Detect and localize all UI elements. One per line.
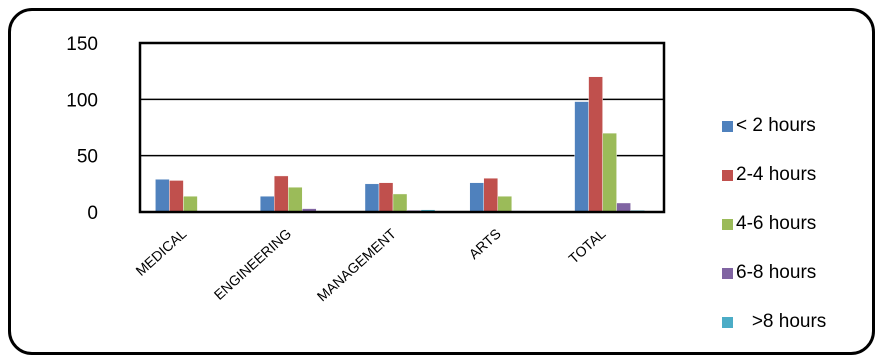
bar [616,202,631,213]
legend-label: 6-8 hours [736,262,817,283]
bar [392,193,408,213]
x-tick-label: MEDICAL [132,225,189,279]
x-tick-label: ENGINEERING [211,225,295,302]
y-tick-labels: 0 50 100 150 [66,34,98,224]
y-tick-label: 50 [77,147,98,168]
x-tick-label: TOTAL [565,225,608,266]
legend-swatch [722,121,733,132]
legend-label: 4-6 hours [736,213,817,234]
legend-swatch [722,219,733,230]
legend-swatch [722,268,733,279]
bar [155,179,170,213]
bar [288,187,303,213]
legend-item: 6-8 hours [722,260,872,309]
x-tick-label: ARTS [466,225,504,262]
legend-item: 2-4 hours [722,162,872,211]
legend-label: 2-4 hours [736,164,817,185]
bar [497,196,512,213]
y-tick-label: 150 [66,34,98,55]
bar [588,76,603,213]
legend-item: 4-6 hours [722,211,872,260]
x-tick-label: MANAGEMENT [314,225,400,304]
legend-item: < 2 hours [722,113,872,162]
x-tick-labels: MEDICAL ENGINEERING MANAGEMENT ARTS TOTAL [132,225,608,304]
bar [574,101,589,213]
bar [183,196,198,213]
y-tick-label: 100 [66,90,98,111]
bar [364,183,380,213]
axes [138,41,666,214]
legend-swatch [722,317,733,328]
bar [260,196,275,213]
legend-label: >8 hours [736,311,827,332]
legend-item: >8 hours [722,309,872,358]
legend: < 2 hours 2-4 hours 4-6 hours 6-8 hours >8 … [722,113,872,358]
bar [378,182,394,213]
bar [469,182,484,213]
y-tick-label: 0 [87,203,98,224]
legend-swatch [722,170,733,181]
bar [602,132,617,213]
bar [274,175,289,213]
bar [483,177,498,213]
chart-frame [8,8,875,355]
bar [169,180,184,213]
legend-label: < 2 hours [736,115,816,136]
bars [155,76,645,213]
plot-area-border [138,41,666,214]
